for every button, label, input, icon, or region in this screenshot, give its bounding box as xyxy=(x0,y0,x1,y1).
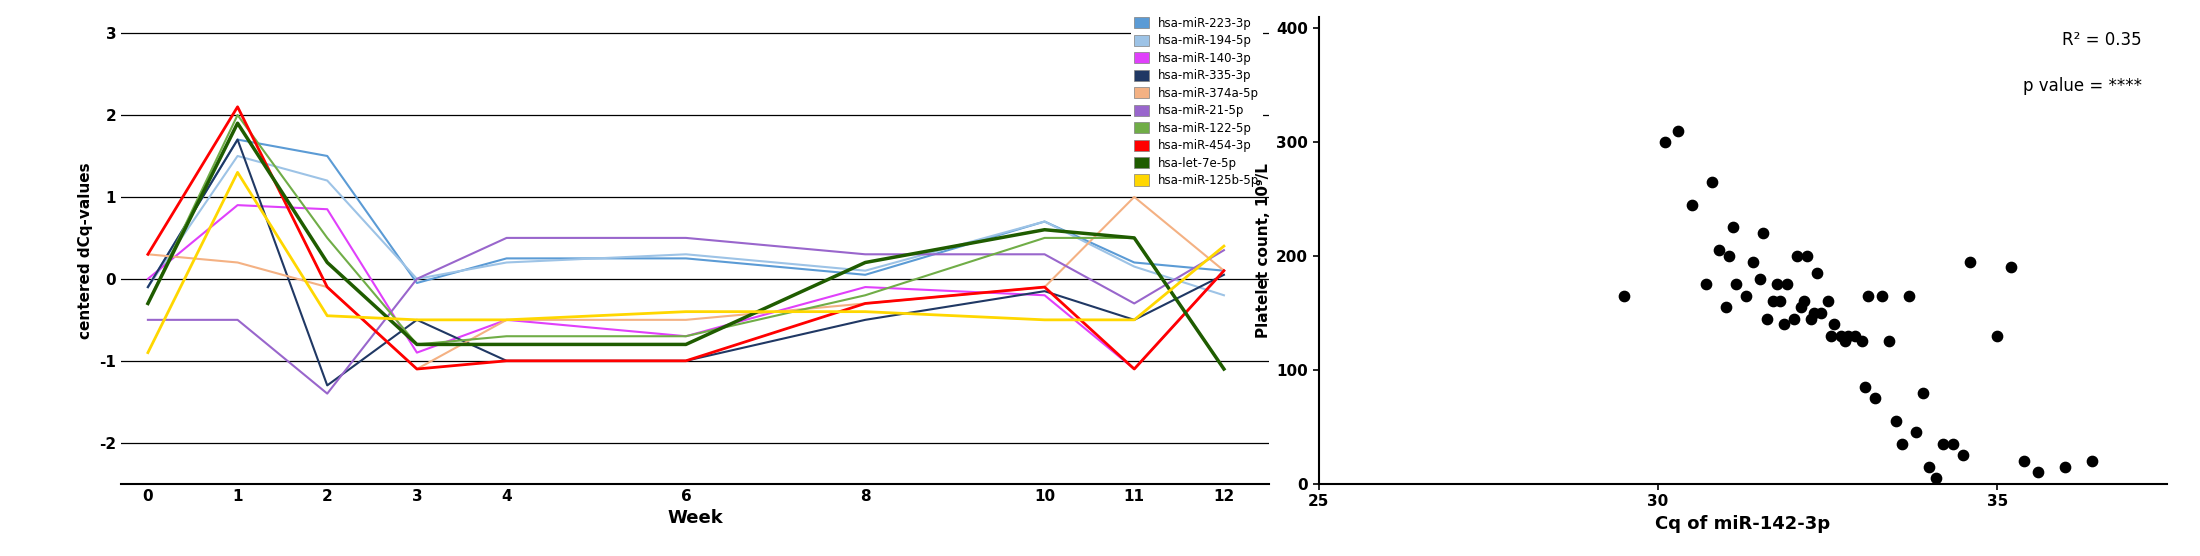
Point xyxy=(1701,246,1736,255)
Point xyxy=(1879,416,1914,425)
Point xyxy=(1707,302,1742,311)
Point xyxy=(2006,456,2042,465)
Point xyxy=(1716,223,1751,232)
Point xyxy=(2020,468,2055,477)
Point xyxy=(1936,439,1971,448)
Point xyxy=(1760,280,1795,289)
Point xyxy=(1925,439,1960,448)
Point xyxy=(1844,337,1879,346)
Point xyxy=(1912,462,1947,471)
Point xyxy=(1817,320,1852,329)
Point xyxy=(1899,428,1934,437)
Point xyxy=(1918,474,1954,483)
Point xyxy=(1767,320,1802,329)
X-axis label: Week: Week xyxy=(667,509,724,527)
Point xyxy=(1945,451,1980,460)
Point xyxy=(1674,200,1709,209)
X-axis label: Cq of miR-142-3p: Cq of miR-142-3p xyxy=(1654,515,1830,533)
Point xyxy=(1762,297,1797,306)
Point xyxy=(1848,383,1883,391)
Point xyxy=(1756,297,1791,306)
Point xyxy=(1749,314,1784,323)
Point xyxy=(1824,331,1859,340)
Y-axis label: Platelet count, 10⁹/L: Platelet count, 10⁹/L xyxy=(1256,163,1272,337)
Point xyxy=(1718,280,1753,289)
Point xyxy=(1793,314,1828,323)
Point xyxy=(1745,229,1780,237)
Point xyxy=(1775,314,1811,323)
Point xyxy=(1826,337,1861,346)
Point xyxy=(1993,263,2028,272)
Point xyxy=(1780,251,1815,260)
Text: p value = ****: p value = **** xyxy=(2022,77,2141,96)
Point xyxy=(1786,297,1822,306)
Point xyxy=(1791,251,1826,260)
Point xyxy=(1905,388,1940,397)
Text: R² = 0.35: R² = 0.35 xyxy=(2061,31,2141,49)
Point xyxy=(1694,177,1729,186)
Point xyxy=(1872,337,1907,346)
Point xyxy=(1980,331,2015,340)
Point xyxy=(1850,291,1885,300)
Point xyxy=(1954,257,1989,266)
Point xyxy=(1736,257,1771,266)
Point xyxy=(1813,331,1848,340)
Point xyxy=(1837,331,1872,340)
Point xyxy=(2075,456,2110,465)
Point xyxy=(1797,309,1833,317)
Point xyxy=(1648,137,1683,146)
Point xyxy=(1742,274,1778,283)
Point xyxy=(1863,291,1899,300)
Point xyxy=(1729,291,1764,300)
Legend: hsa-miR-223-3p, hsa-miR-194-5p, hsa-miR-140-3p, hsa-miR-335-3p, hsa-miR-374a-5p,: hsa-miR-223-3p, hsa-miR-194-5p, hsa-miR-… xyxy=(1131,13,1263,191)
Point xyxy=(1782,302,1817,311)
Point xyxy=(1857,394,1892,403)
Point xyxy=(1892,291,1927,300)
Point xyxy=(1687,280,1723,289)
Point xyxy=(2048,462,2083,471)
Point xyxy=(1804,309,1839,317)
Point xyxy=(1606,291,1641,300)
Point xyxy=(1661,126,1696,135)
Point xyxy=(1712,251,1747,260)
Y-axis label: centered dCq-values: centered dCq-values xyxy=(79,162,92,339)
Point xyxy=(1769,280,1804,289)
Point xyxy=(1811,297,1846,306)
Point xyxy=(1885,439,1921,448)
Point xyxy=(1830,331,1866,340)
Point xyxy=(1800,269,1835,277)
